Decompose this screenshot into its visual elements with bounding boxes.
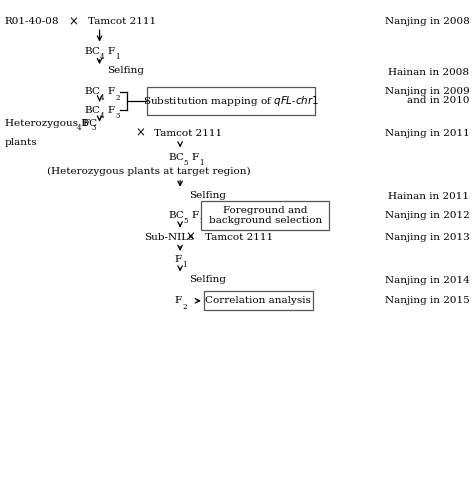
Text: Sub-NILs: Sub-NILs	[145, 233, 194, 241]
Text: 2: 2	[199, 217, 203, 225]
Text: plants: plants	[5, 138, 37, 147]
Text: Hainan in 2011: Hainan in 2011	[388, 192, 469, 201]
Bar	[201, 201, 329, 230]
Text: ×: ×	[69, 15, 78, 28]
Text: 4: 4	[77, 124, 81, 132]
Text: ×: ×	[186, 230, 195, 244]
Text: F: F	[107, 47, 114, 56]
Text: 1: 1	[115, 53, 119, 61]
Text: F: F	[191, 153, 198, 161]
Bar	[147, 87, 315, 115]
Bar	[204, 291, 313, 310]
Text: 5: 5	[183, 217, 188, 225]
Text: BC: BC	[84, 88, 100, 96]
Text: Substitution mapping of $\mathit{qFL}$-$\mathit{chr1}$: Substitution mapping of $\mathit{qFL}$-$…	[143, 94, 319, 108]
Text: F: F	[174, 297, 182, 305]
Text: F: F	[107, 106, 114, 114]
Text: 2: 2	[182, 303, 187, 310]
Text: F: F	[191, 211, 198, 220]
Text: F: F	[83, 119, 90, 128]
Text: 1: 1	[199, 159, 203, 167]
Text: R01-40-08: R01-40-08	[5, 17, 59, 26]
Text: Correlation analysis: Correlation analysis	[205, 297, 311, 305]
Text: Selfing: Selfing	[107, 67, 144, 75]
Text: ×: ×	[135, 126, 145, 140]
Text: Nanjing in 2008: Nanjing in 2008	[384, 17, 469, 26]
Text: Nanjing in 2011: Nanjing in 2011	[384, 129, 469, 137]
Text: 3: 3	[115, 112, 119, 120]
Text: Tamcot 2111: Tamcot 2111	[88, 17, 156, 26]
Text: Nanjing in 2012: Nanjing in 2012	[384, 211, 469, 220]
Text: 4: 4	[100, 53, 104, 61]
Text: BC: BC	[168, 211, 184, 220]
Text: 1: 1	[182, 262, 187, 269]
Text: Nanjing in 2014: Nanjing in 2014	[384, 276, 469, 285]
Text: Selfing: Selfing	[189, 191, 226, 200]
Text: (Heterozygous plants at target region): (Heterozygous plants at target region)	[47, 166, 251, 176]
Text: Nanjing in 2013: Nanjing in 2013	[384, 233, 469, 241]
Text: Hainan in 2008: Hainan in 2008	[388, 68, 469, 77]
Text: F: F	[107, 88, 114, 96]
Text: Nanjing in 2015: Nanjing in 2015	[384, 297, 469, 305]
Text: Nanjing in 2009: Nanjing in 2009	[384, 88, 469, 96]
Text: 3: 3	[91, 124, 95, 132]
Text: BC: BC	[84, 47, 100, 56]
Text: BC: BC	[168, 153, 184, 161]
Text: 5: 5	[183, 159, 188, 167]
Text: 4: 4	[100, 112, 104, 120]
Text: and in 2010: and in 2010	[407, 96, 469, 105]
Text: Tamcot 2111: Tamcot 2111	[205, 233, 273, 241]
Text: BC: BC	[84, 106, 100, 114]
Text: 4: 4	[100, 94, 104, 102]
Text: Foreground and
background selection: Foreground and background selection	[209, 206, 322, 225]
Text: Selfing: Selfing	[189, 275, 226, 284]
Text: F: F	[174, 255, 182, 264]
Text: 2: 2	[115, 94, 119, 102]
Text: Tamcot 2111: Tamcot 2111	[154, 129, 222, 137]
Text: Heterozygous BC: Heterozygous BC	[5, 119, 97, 128]
